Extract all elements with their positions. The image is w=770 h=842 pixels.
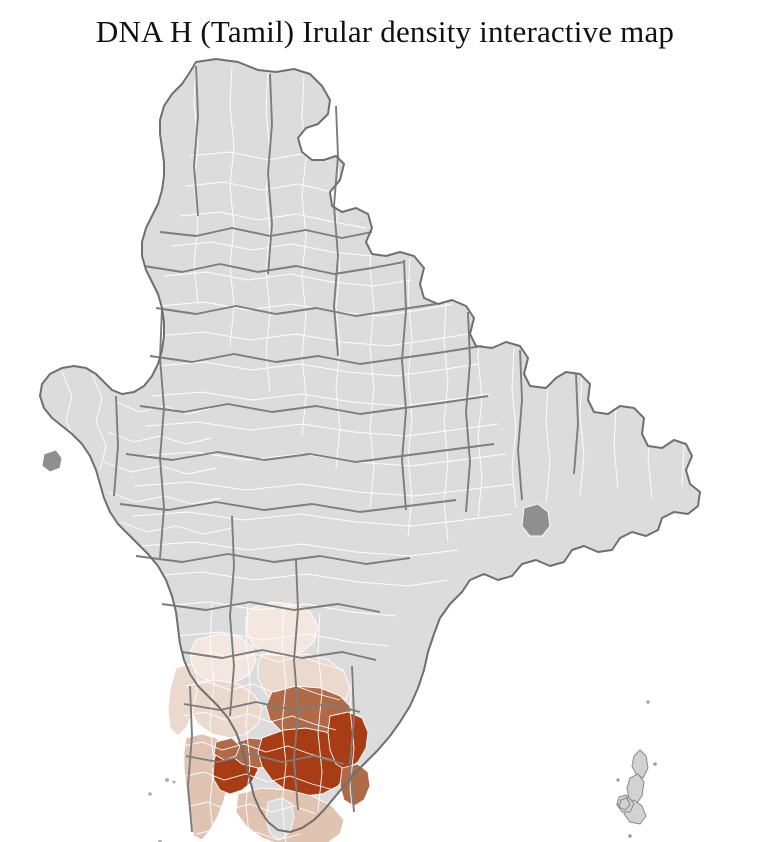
- island-nicobar-group[interactable]: [619, 798, 630, 810]
- region-telangana[interactable]: [246, 602, 318, 656]
- map-layer-coastline: [40, 59, 700, 832]
- lakshadweep-dot-1: [148, 792, 152, 796]
- region-tamilnadu-core[interactable]: [258, 728, 350, 796]
- region-bengal-dark-district[interactable]: [522, 504, 550, 536]
- page-title: DNA H (Tamil) Irular density interactive…: [95, 14, 675, 49]
- map-layer-special-districts: [42, 450, 550, 536]
- india-choropleth-map[interactable]: [0, 56, 770, 842]
- island-middle-andaman[interactable]: [627, 774, 644, 804]
- island-dot-1: [646, 700, 650, 704]
- map-layer-base: [40, 59, 700, 832]
- lakshadweep-dot-2: [165, 778, 169, 782]
- island-dot-3: [616, 778, 620, 782]
- map-container[interactable]: [0, 56, 770, 842]
- region-tamilnadu-east-coast[interactable]: [328, 712, 368, 770]
- island-dot-2: [653, 762, 657, 766]
- region-kutch-dark-district[interactable]: [42, 450, 62, 472]
- map-layer-lakshadweep: [148, 778, 176, 842]
- map-layer-choropleth: [168, 602, 370, 842]
- island-north-andaman[interactable]: [632, 750, 648, 778]
- lakshadweep-dot-4: [172, 780, 176, 784]
- map-layer-district-borders: [61, 63, 685, 842]
- map-layer-state-borders: [114, 66, 578, 832]
- region-karnataka-coastal[interactable]: [168, 664, 198, 736]
- map-layer-andaman-nicobar: [616, 700, 657, 838]
- island-dot-4: [628, 834, 632, 838]
- region-mainland-base[interactable]: [40, 59, 700, 832]
